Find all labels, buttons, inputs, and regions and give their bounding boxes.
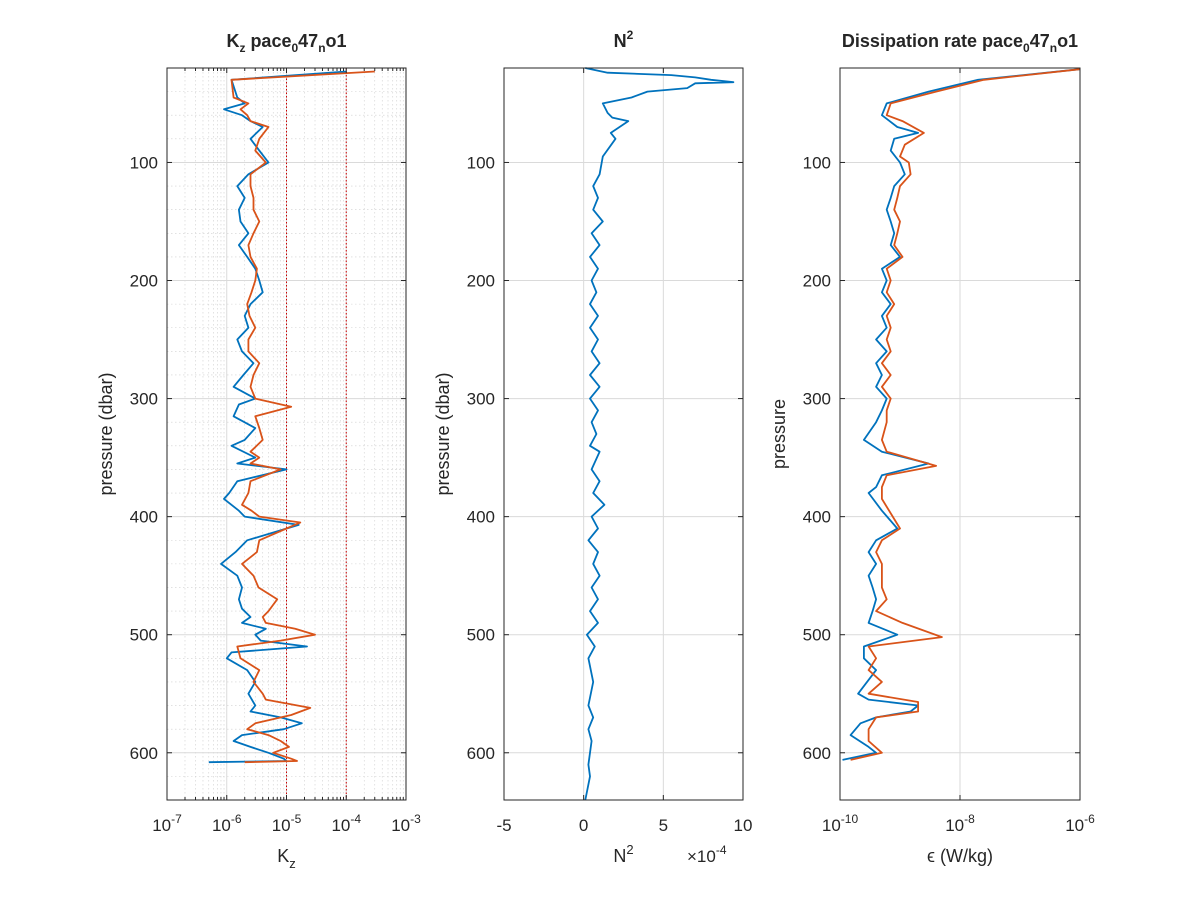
x-axis-label: ϵ (W/kg): [927, 846, 993, 866]
x-axis-label: N2: [613, 842, 633, 866]
x-tick-label: 10-10: [822, 812, 859, 835]
y-tick-label: 300: [803, 390, 831, 409]
y-tick-label: 500: [130, 626, 158, 645]
panel-3: 10-10 10-8 10-6 100 200 300 400 500 600 Dissipati…: [769, 31, 1095, 866]
panel-2: -5 0 5 10 100 200 300 400 500 600 N2 N2 ×10-4 pressur…: [433, 28, 752, 866]
y-tick-label: 100: [130, 153, 158, 172]
y-tick-label: 600: [467, 744, 495, 763]
y-tick-label: 200: [467, 272, 495, 291]
x-tick-label: 10-4: [331, 812, 361, 835]
y-tick-label: 500: [467, 626, 495, 645]
y-tick-label: 400: [803, 508, 831, 527]
panel-title: Kz pace047no1: [226, 31, 346, 55]
y-axis-label: pressure (dbar): [96, 372, 116, 495]
x-axis-label: Kz: [277, 846, 296, 871]
panel-1: 10-7 10-6 10-5 10-4 10-3 100 200 300 400 500 600 Kz…: [96, 31, 421, 871]
y-tick-label: 100: [467, 153, 495, 172]
series-line-1: [842, 68, 1081, 761]
panel-title: Dissipation rate pace047no1: [842, 31, 1078, 55]
y-tick-label: 200: [130, 272, 158, 291]
series-line-2: [230, 70, 375, 764]
x-tick-label: 10-5: [272, 812, 302, 835]
series-line-1: [208, 70, 347, 764]
x-axis-multiplier: ×10-4: [687, 843, 727, 866]
y-tick-label: 500: [803, 626, 831, 645]
x-tick-label: 10: [734, 816, 753, 835]
x-tick-label: -5: [496, 816, 511, 835]
y-tick-label: 300: [467, 390, 495, 409]
y-tick-label: 100: [803, 153, 831, 172]
x-tick-label: 10-6: [212, 812, 242, 835]
x-tick-label: 10-3: [391, 812, 421, 835]
axes-box: [503, 67, 744, 801]
series-line-2: [850, 68, 1081, 761]
y-tick-label: 400: [467, 508, 495, 527]
y-axis-label: pressure: [769, 399, 789, 469]
y-tick-label: 400: [130, 508, 158, 527]
y-tick-label: 600: [803, 744, 831, 763]
x-tick-label: 5: [659, 816, 668, 835]
series-line-1: [584, 67, 735, 801]
x-tick-label: 10-7: [152, 812, 182, 835]
x-tick-label: 10-6: [1065, 812, 1095, 835]
y-axis-label: pressure (dbar): [433, 372, 453, 495]
x-tick-label: 0: [579, 816, 588, 835]
panel-title: N2: [614, 28, 634, 51]
y-tick-label: 600: [130, 744, 158, 763]
y-tick-label: 200: [803, 272, 831, 291]
major-grid: [839, 68, 1081, 800]
y-tick-label: 300: [130, 390, 158, 409]
major-grid: [503, 68, 744, 800]
x-tick-label: 10-8: [945, 812, 975, 835]
